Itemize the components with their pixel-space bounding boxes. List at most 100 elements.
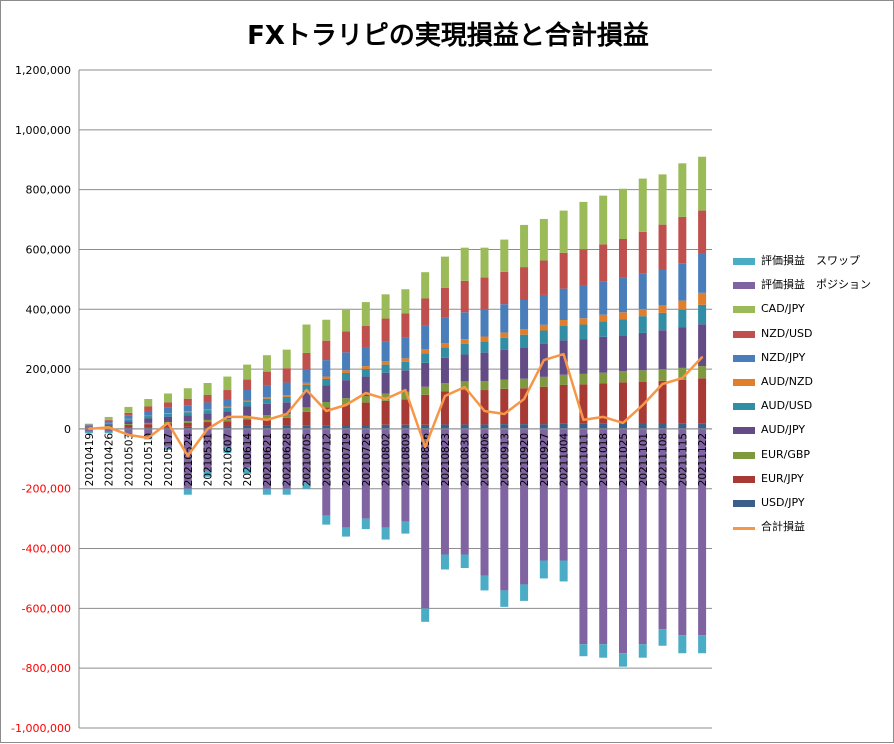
bar-segment [184,489,192,495]
legend-swatch [733,452,755,459]
bar-segment [698,157,706,211]
line-point [88,428,90,430]
bar-segment [678,217,686,263]
bar-segment [401,337,409,358]
bar-segment [342,331,350,352]
bar-segment [520,424,528,429]
bar-segment [243,400,251,401]
bar-segment [184,399,192,406]
bar-segment [639,644,647,657]
legend-swatch [733,500,755,507]
bar-segment [481,309,489,337]
bar-segment [678,423,686,429]
bar-segment [362,366,370,369]
bar-segment [560,253,568,289]
bar-segment [698,254,706,293]
bar-segment [204,413,212,420]
line-point [365,392,367,394]
bar-segment [639,370,647,381]
bar-segment [441,358,449,383]
line-point [345,404,347,406]
legend-item: AUD/NZD [733,374,893,398]
bar-segment [243,380,251,390]
legend-label: 評価損益 スワップ [761,253,860,269]
bar-segment [283,418,291,426]
legend-swatch [733,379,755,386]
line-point [385,398,387,400]
bar-segment [263,372,271,385]
bar-segment [461,312,469,339]
line-point [286,413,288,415]
bar-segment [263,399,271,404]
bar-segment [579,286,587,318]
bar-segment [659,174,667,224]
bar-segment [401,362,409,370]
bar-segment [619,278,627,312]
bar-segment [441,343,449,347]
bar-segment [105,417,113,420]
x-tick-label: 20210517 [163,433,175,486]
bar-segment [599,315,607,322]
bar-segment [243,419,251,426]
bar-segment [342,370,350,373]
legend-item: 合計損益 [733,519,893,543]
bar-segment [401,370,409,392]
bar-segment [481,336,489,341]
bar-segment [619,371,627,382]
line-point [503,413,505,415]
y-tick-label: 400,000 [26,303,72,316]
bar-segment [500,272,508,304]
bar-segment [283,368,291,382]
bar-segment [520,329,528,334]
bar-segment [322,341,330,360]
bar-segment [144,424,152,427]
x-tick-label: 20210621 [262,433,274,486]
bar-segment [659,225,667,270]
legend-item: 評価損益 ポジション [733,277,893,301]
legend-item: USD/JPY [733,495,893,519]
bar-segment [382,373,390,394]
bar-segment [342,425,350,429]
legend-swatch [733,527,755,530]
bar-segment [362,403,370,425]
bar-segment [639,232,647,274]
legend-swatch [733,355,755,362]
x-tick-label: 20210531 [203,433,215,486]
bar-segment [481,353,489,381]
bar-segment [362,302,370,326]
bar-segment [441,257,449,288]
bar-segment [302,353,310,369]
bar-segment [124,424,132,425]
legend-label: CAD/JPY [761,301,805,317]
x-tick-label: 20211108 [658,433,670,486]
bar-segment [382,401,390,425]
bar-segment [144,411,152,415]
bar-segment [639,274,647,309]
x-tick-label: 20210419 [84,433,96,486]
bar-segment [302,325,310,353]
bar-segment [639,424,647,429]
line-point [325,410,327,412]
line-point [523,398,525,400]
bar-segment [302,412,310,425]
bar-segment [164,417,172,422]
bar-segment [500,380,508,389]
x-tick-label: 20211018 [598,433,610,486]
legend-label: 評価損益 ポジション [761,277,871,293]
line-point [246,416,248,418]
bar-segment [461,555,469,568]
line-point [127,434,129,436]
bar-segment [421,272,429,298]
bar-segment [619,239,627,278]
bar-segment [322,377,330,379]
bar-segment [342,309,350,331]
bar-segment [579,424,587,429]
bar-segment [421,299,429,326]
bar-segment [184,411,192,412]
bar-segment [421,325,429,349]
line-point [563,353,565,355]
bar-segment [441,424,449,428]
bar-segment [481,424,489,428]
bar-segment [223,421,231,426]
